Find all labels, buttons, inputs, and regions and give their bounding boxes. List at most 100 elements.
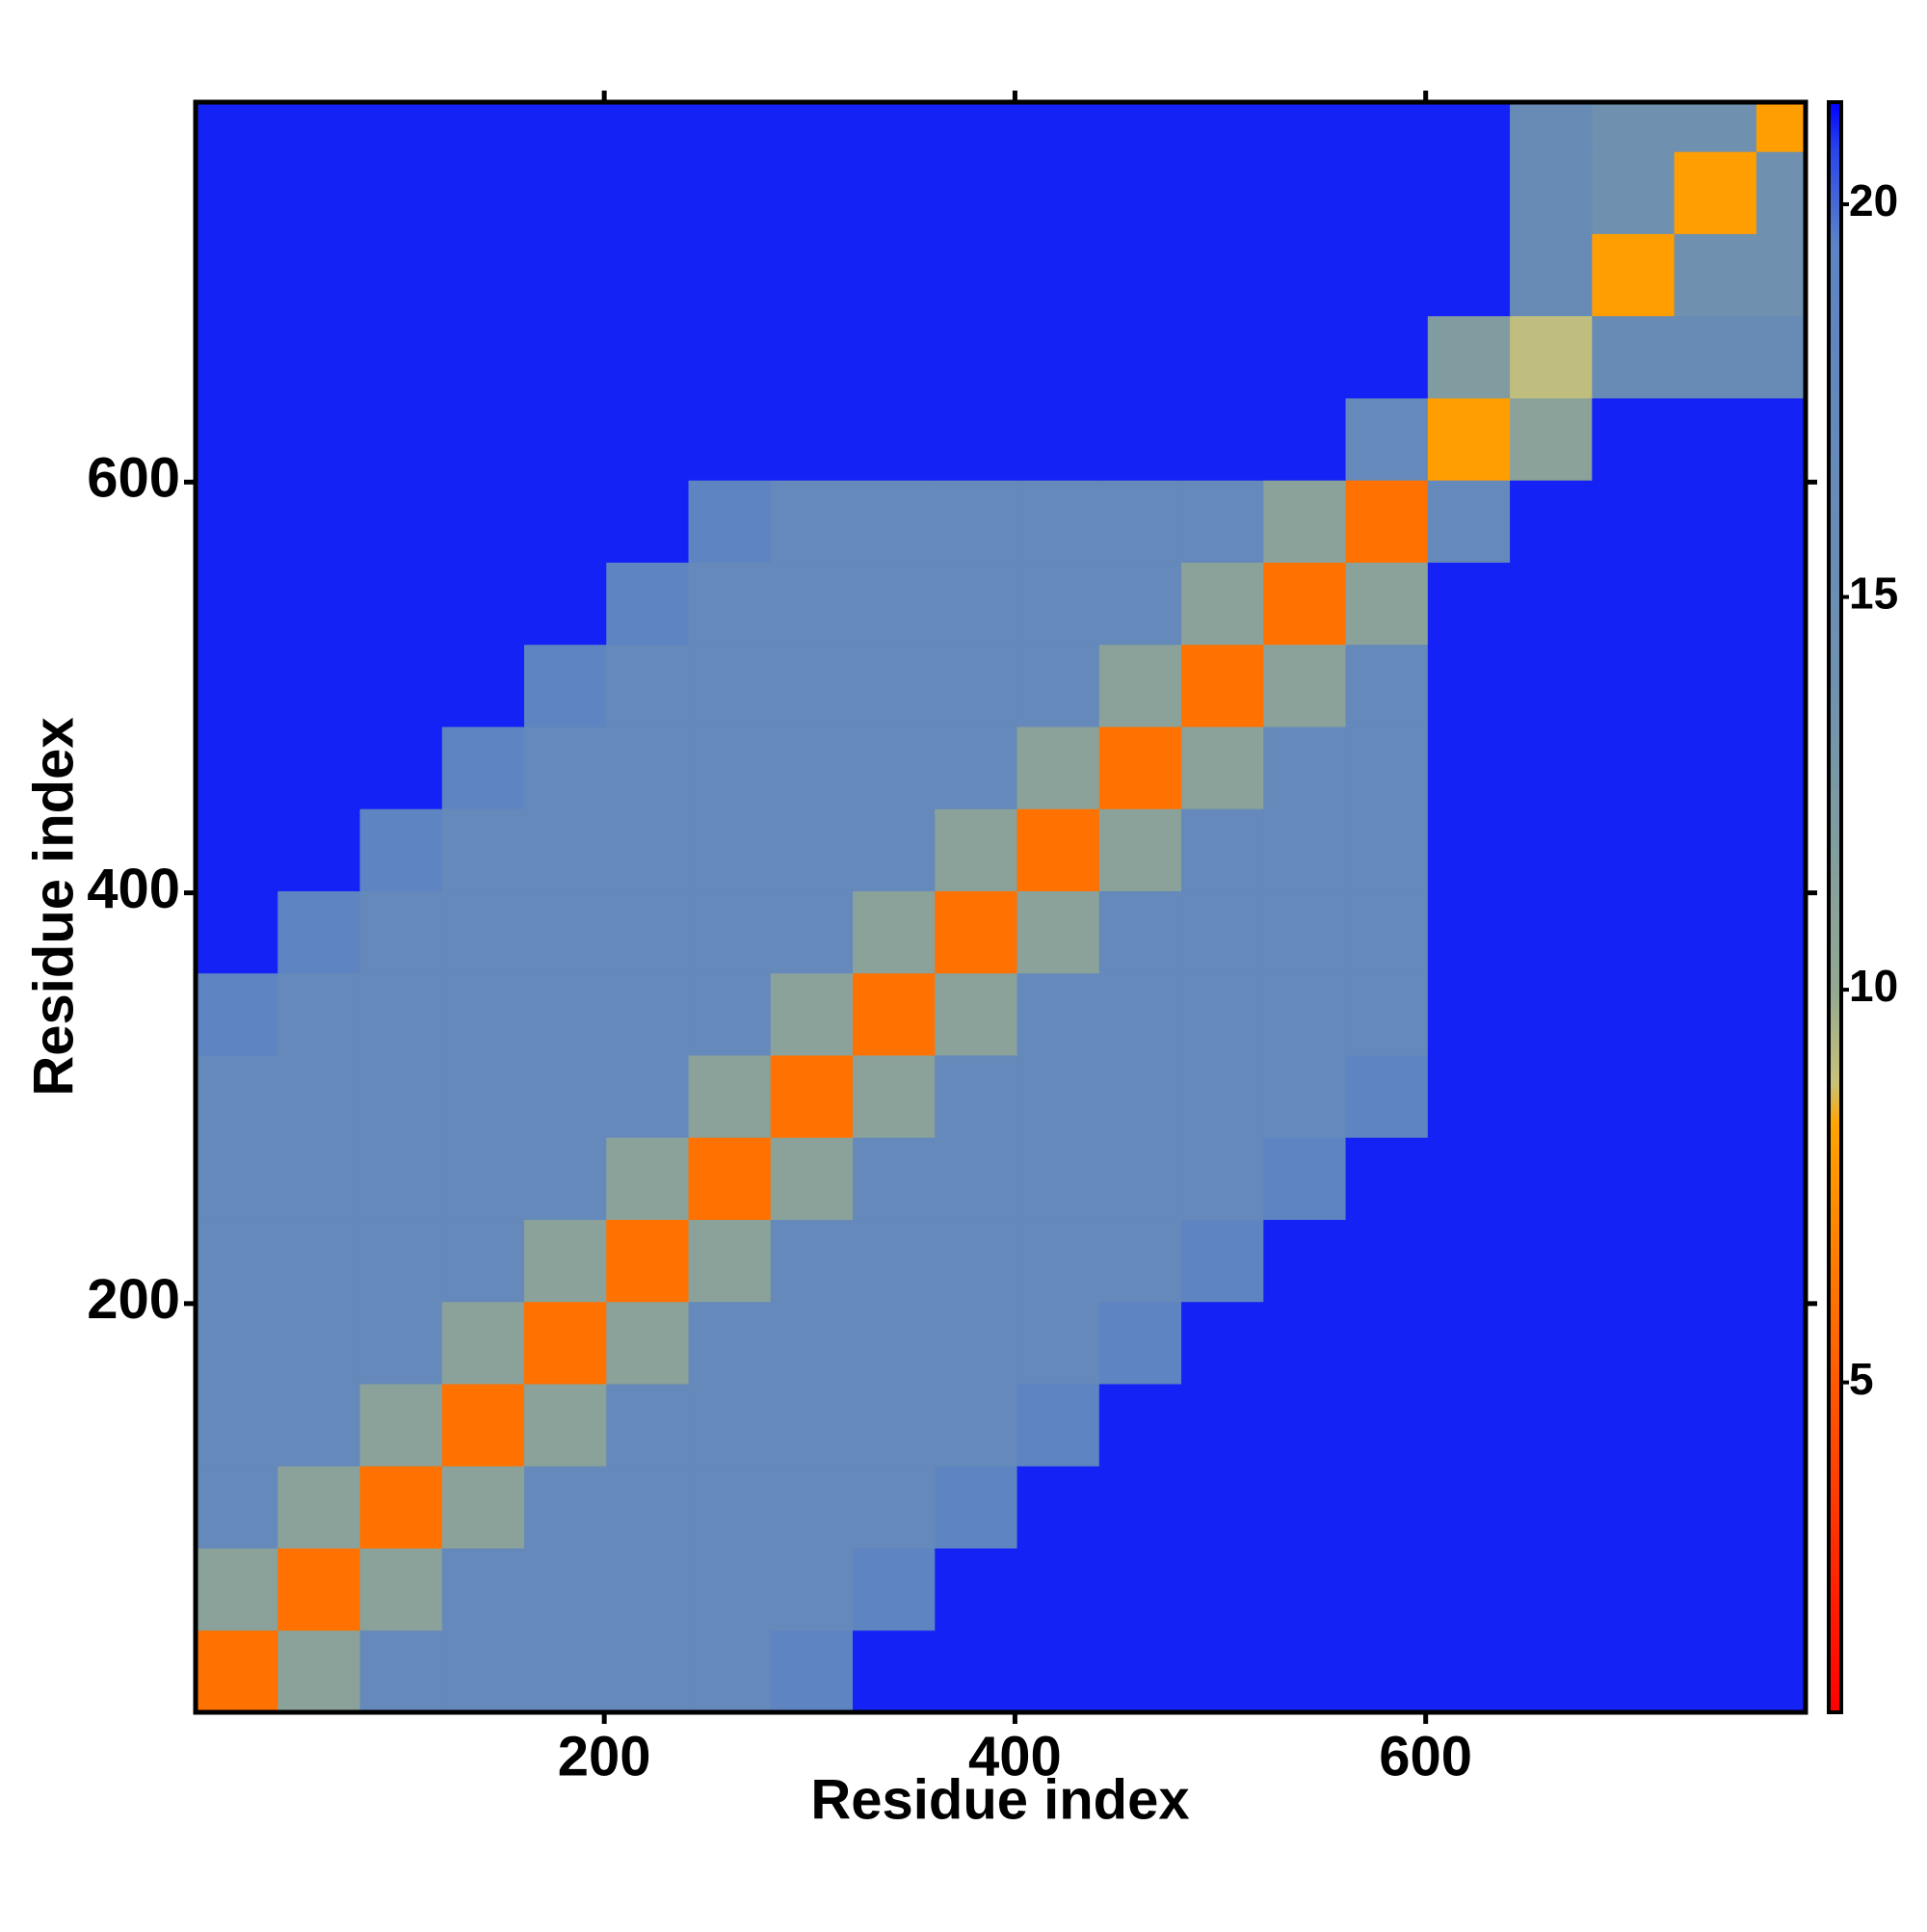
heatmap-cell: [1755, 151, 1806, 234]
heatmap-cell: [524, 233, 607, 317]
heatmap-cell: [1755, 726, 1806, 809]
heatmap-cell: [770, 397, 854, 481]
heatmap-cell: [1181, 644, 1264, 728]
heatmap-cell: [441, 644, 525, 728]
heatmap-cell: [1016, 315, 1100, 399]
heatmap-cell: [853, 726, 936, 809]
heatmap-cell: [1510, 1548, 1593, 1631]
heatmap-cell: [935, 397, 1018, 481]
heatmap-cell: [1263, 644, 1347, 728]
heatmap-cell: [935, 1137, 1018, 1220]
heatmap-cell: [277, 1301, 361, 1385]
heatmap-cell: [853, 1054, 936, 1138]
heatmap-cell: [524, 1301, 607, 1385]
heatmap-cell: [606, 890, 690, 974]
heatmap-cell: [1510, 102, 1593, 152]
heatmap-cell: [1427, 1301, 1511, 1385]
heatmap-cell: [441, 102, 525, 152]
heatmap-cell: [1345, 315, 1429, 399]
heatmap-cell: [935, 1383, 1018, 1467]
heatmap-cell: [359, 151, 443, 234]
heatmap-cell: [1510, 151, 1593, 234]
heatmap-cell: [1674, 1219, 1757, 1303]
heatmap-cell: [1181, 726, 1264, 809]
heatmap-cell: [1263, 1383, 1347, 1467]
heatmap-cell: [359, 562, 443, 646]
heatmap-cell: [853, 562, 936, 646]
heatmap-cell: [196, 1466, 278, 1548]
heatmap-cell: [688, 972, 772, 1056]
heatmap-cell: [1181, 1054, 1264, 1138]
heatmap-cell: [770, 726, 854, 809]
heatmap-cell: [770, 1548, 854, 1631]
heatmap-cell: [770, 972, 854, 1056]
heatmap-cell: [359, 890, 443, 974]
heatmap-cell: [524, 1629, 607, 1712]
heatmap-cell: [277, 1466, 361, 1548]
heatmap-cell: [1755, 397, 1806, 481]
heatmap-cell: [853, 1301, 936, 1385]
heatmap-cell: [1098, 233, 1182, 317]
heatmap-cell: [1755, 315, 1806, 399]
heatmap-cell: [1755, 1054, 1806, 1138]
heatmap-cell: [1345, 1054, 1429, 1138]
heatmap-cell: [606, 726, 690, 809]
heatmap-cell: [196, 1137, 278, 1220]
heatmap-cell: [359, 1054, 443, 1138]
heatmap-cell: [441, 562, 525, 646]
heatmap-cell: [853, 480, 936, 563]
heatmap-cell: [524, 315, 607, 399]
heatmap-cell: [1674, 315, 1757, 399]
heatmap-cell: [1592, 1137, 1676, 1220]
heatmap-cell: [606, 1219, 690, 1303]
heatmap-cell: [277, 315, 361, 399]
heatmap-cell: [935, 1466, 1018, 1548]
heatmap-cell: [1345, 890, 1429, 974]
heatmap-cell: [1674, 644, 1757, 728]
y-tick-label: 400: [87, 858, 180, 920]
heatmap-cell: [277, 102, 361, 152]
heatmap-cell: [1427, 397, 1511, 481]
heatmap-cell: [277, 151, 361, 234]
heatmap-cell: [1098, 1137, 1182, 1220]
heatmap-cell: [1181, 972, 1264, 1056]
heatmap-cell: [853, 315, 936, 399]
heatmap-cell: [1427, 151, 1511, 234]
heatmap-cell: [853, 1548, 936, 1631]
heatmap-cell: [1674, 233, 1757, 317]
heatmap-cell: [277, 397, 361, 481]
heatmap-cell: [1016, 644, 1100, 728]
heatmap-cell: [1674, 1383, 1757, 1467]
heatmap-cell: [1345, 233, 1429, 317]
heatmap-cell: [359, 1383, 443, 1467]
heatmap-cell: [1016, 397, 1100, 481]
heatmap-cell: [277, 480, 361, 563]
heatmap-cell: [196, 562, 278, 646]
heatmap-cell: [196, 102, 278, 152]
heatmap-cell: [770, 1137, 854, 1220]
heatmap-cell: [196, 397, 278, 481]
heatmap-cell: [1263, 1466, 1347, 1548]
heatmap-cell: [853, 233, 936, 317]
heatmap-cell: [1755, 808, 1806, 891]
heatmap-cell: [196, 233, 278, 317]
heatmap-cell: [853, 890, 936, 974]
heatmap-cell: [359, 233, 443, 317]
heatmap-cell: [935, 1629, 1018, 1712]
heatmap-cell: [1345, 972, 1429, 1056]
heatmap-cell: [196, 151, 278, 234]
heatmap-cell: [935, 1219, 1018, 1303]
heatmap-cell: [688, 151, 772, 234]
heatmap-cell: [277, 644, 361, 728]
heatmap-cell: [688, 1219, 772, 1303]
heatmap-cell: [606, 397, 690, 481]
heatmap-cell: [1016, 1301, 1100, 1385]
heatmap-cell: [935, 808, 1018, 891]
heatmap-cell: [935, 233, 1018, 317]
heatmap-cell: [1674, 397, 1757, 481]
heatmap-cell: [1263, 808, 1347, 891]
y-axis-title: Residue index: [22, 717, 85, 1096]
heatmap-cell: [1098, 102, 1182, 152]
heatmap-cell: [1755, 1301, 1806, 1385]
heatmap-cell: [1674, 151, 1757, 234]
